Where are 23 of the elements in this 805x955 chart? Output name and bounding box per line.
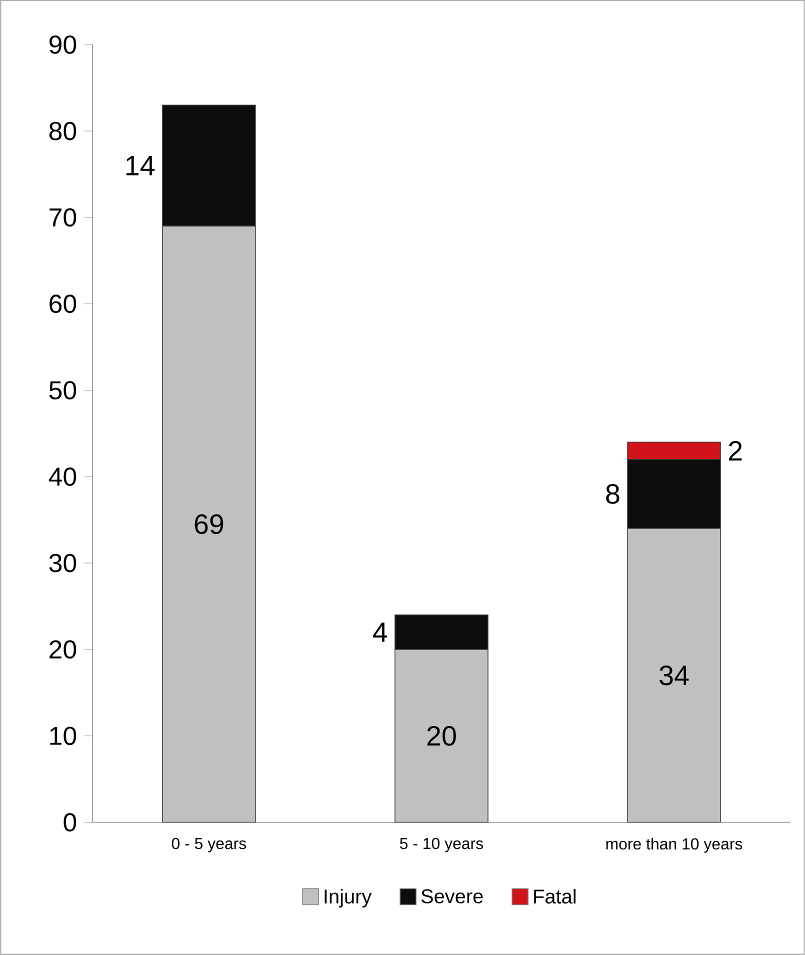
- y-tick-label: 70: [50, 208, 76, 227]
- data-label: 14: [126, 156, 155, 176]
- legend-label: Injury: [324, 888, 372, 908]
- data-label: 69: [194, 514, 224, 534]
- data-label: 20: [427, 726, 456, 746]
- x-tick-label: 5 - 10 years: [400, 838, 484, 852]
- y-tick-label: 10: [50, 726, 76, 746]
- y-tick-label: 0: [64, 813, 76, 832]
- x-tick-label: 0 - 5 years: [172, 838, 246, 852]
- y-tick-label: 30: [49, 554, 76, 572]
- y-tick-label: 90: [50, 35, 76, 54]
- y-tick-label: 20: [50, 640, 76, 659]
- data-label: 34: [660, 665, 689, 686]
- data-label: 8: [606, 484, 620, 504]
- y-tick-label: 80: [49, 122, 76, 140]
- legend-label: Severe: [421, 889, 483, 904]
- legend-label: Fatal: [534, 888, 576, 904]
- data-label: 2: [729, 440, 742, 460]
- y-tick-label: 40: [48, 467, 76, 486]
- x-tick-label: more than 10 years: [606, 838, 742, 853]
- data-label: 4: [373, 622, 388, 642]
- y-tick-label: 50: [49, 381, 76, 400]
- y-tick-label: 60: [50, 294, 76, 314]
